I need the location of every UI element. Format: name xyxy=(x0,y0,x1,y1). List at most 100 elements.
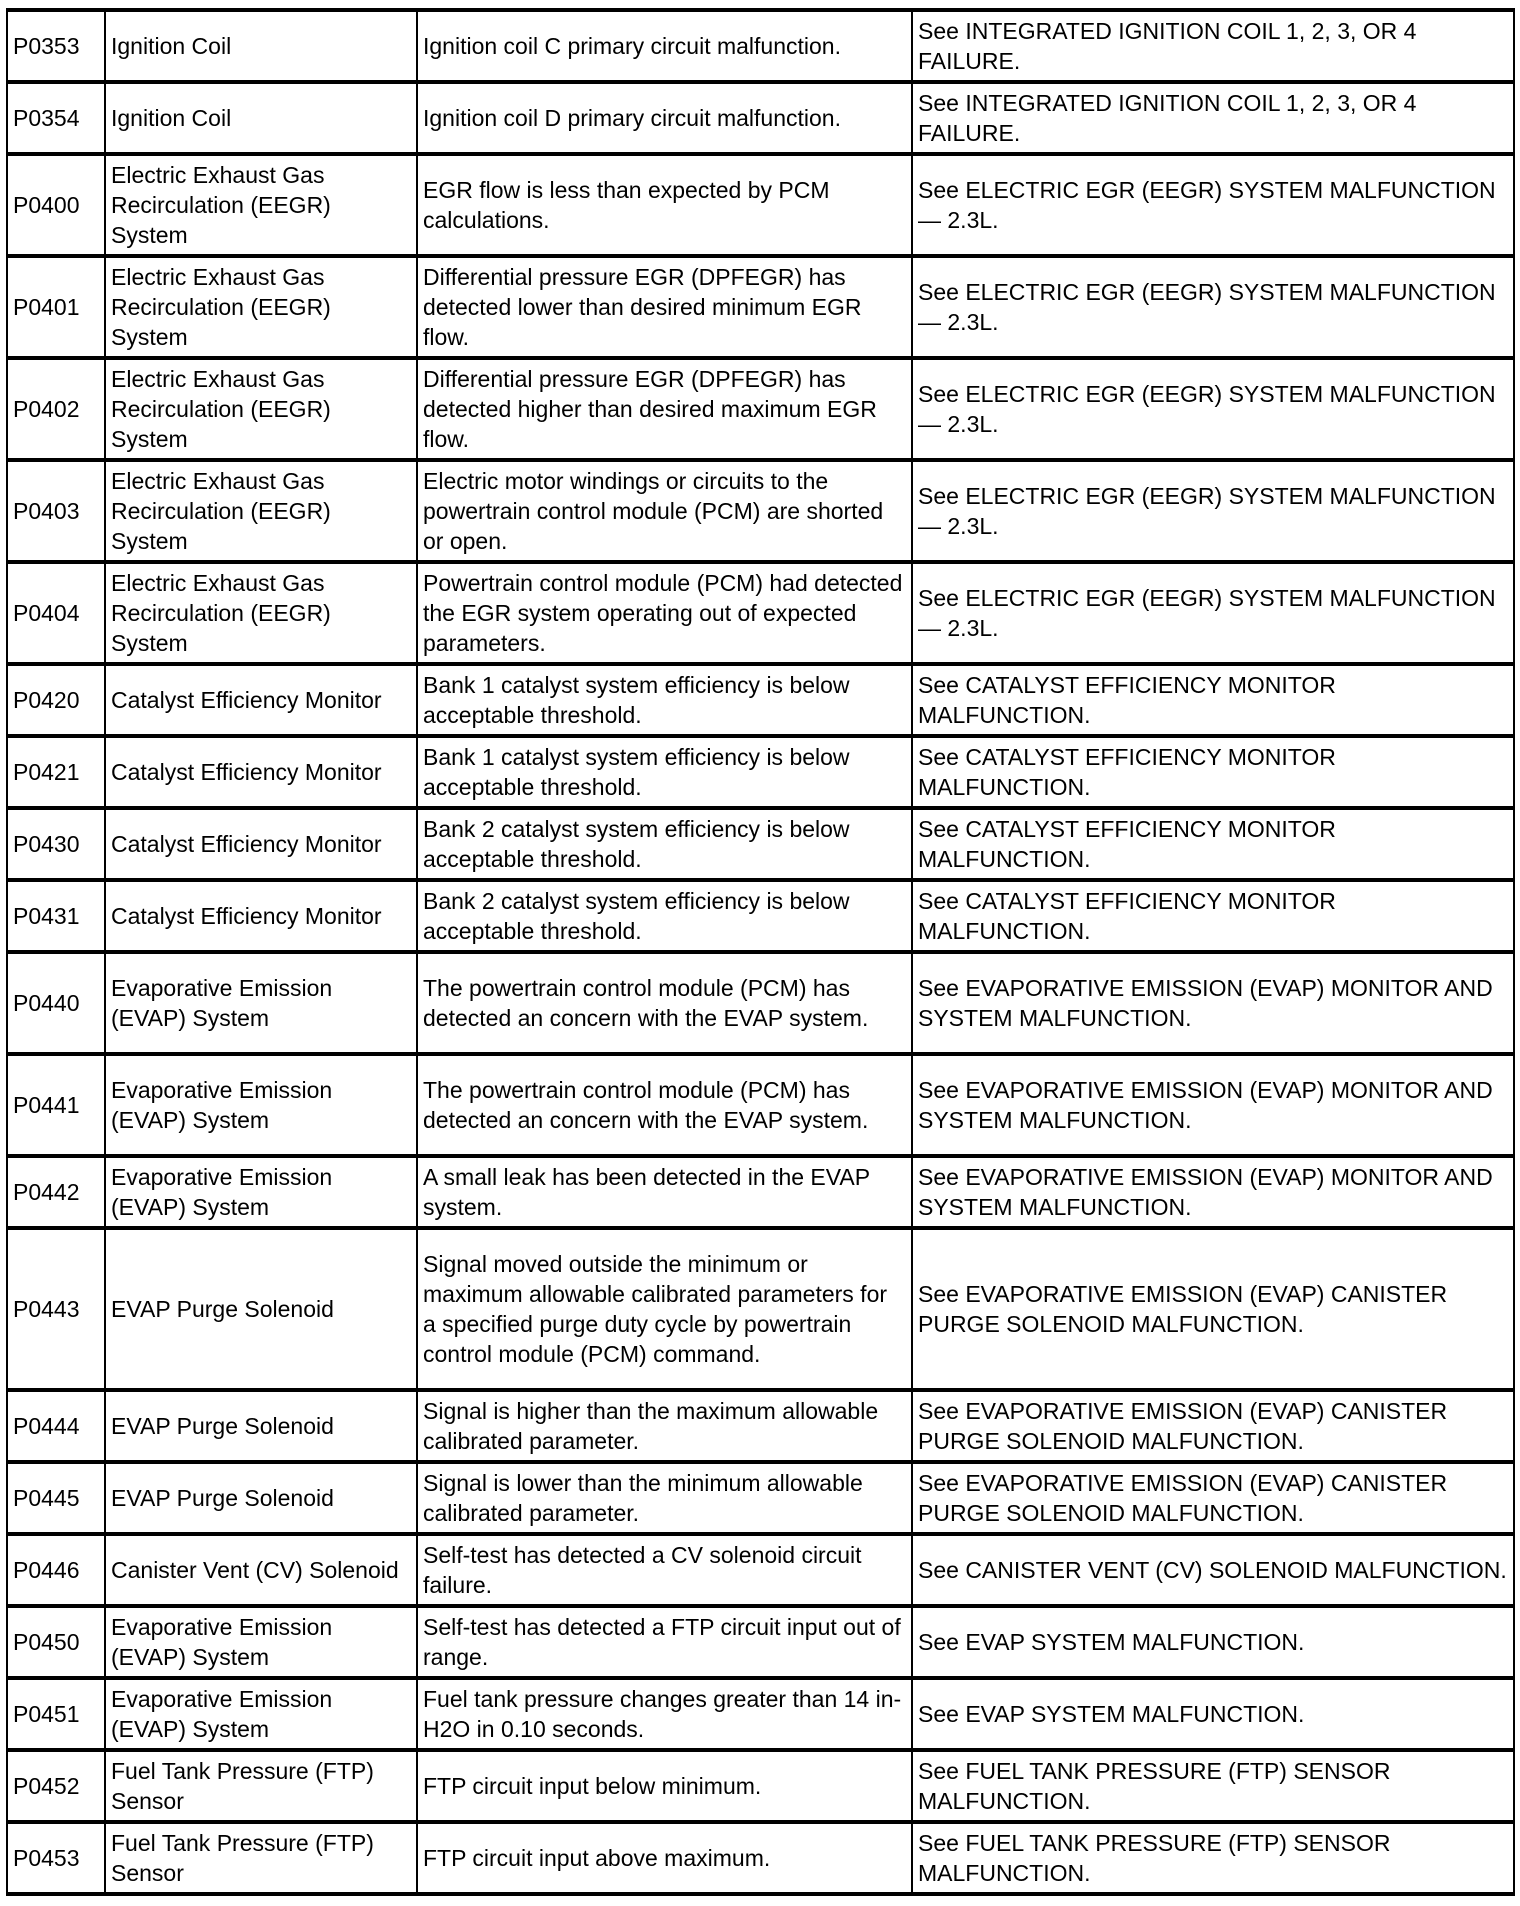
action-cell: See EVAPORATIVE EMISSION (EVAP) CANISTER… xyxy=(911,1226,1515,1392)
table-row: P0403 Electric Exhaust Gas Recirculation … xyxy=(6,458,1515,564)
description-cell: Bank 1 catalyst system efficiency is bel… xyxy=(416,662,913,738)
system-cell: Evaporative Emission (EVAP) System xyxy=(104,1154,418,1230)
system-cell: Catalyst Efficiency Monitor xyxy=(104,662,418,738)
dtc-code-cell: P0446 xyxy=(6,1532,106,1608)
system-cell: Ignition Coil xyxy=(104,8,418,84)
table-row: P0430 Catalyst Efficiency Monitor Bank 2 c… xyxy=(6,806,1515,882)
table-row: P0401 Electric Exhaust Gas Recirculation … xyxy=(6,254,1515,360)
dtc-code-cell: P0452 xyxy=(6,1748,106,1824)
action-cell: See CANISTER VENT (CV) SOLENOID MALFUNCT… xyxy=(911,1532,1515,1608)
dtc-code-cell: P0440 xyxy=(6,950,106,1056)
dtc-code-cell: P0443 xyxy=(6,1226,106,1392)
system-cell: Evaporative Emission (EVAP) System xyxy=(104,1604,418,1680)
action-cell: See ELECTRIC EGR (EEGR) SYSTEM MALFUNCTI… xyxy=(911,560,1515,666)
action-cell: See EVAPORATIVE EMISSION (EVAP) CANISTER… xyxy=(911,1388,1515,1464)
system-cell: Catalyst Efficiency Monitor xyxy=(104,878,418,954)
system-cell: Evaporative Emission (EVAP) System xyxy=(104,950,418,1056)
action-cell: See EVAPORATIVE EMISSION (EVAP) MONITOR … xyxy=(911,950,1515,1056)
description-cell: Differential pressure EGR (DPFEGR) has d… xyxy=(416,254,913,360)
table-row: P0446 Canister Vent (CV) Solenoid Self-tes… xyxy=(6,1532,1515,1608)
table-row: P0450 Evaporative Emission (EVAP) System S… xyxy=(6,1604,1515,1680)
table-row: P0441 Evaporative Emission (EVAP) System T… xyxy=(6,1052,1515,1158)
action-cell: See EVAP SYSTEM MALFUNCTION. xyxy=(911,1604,1515,1680)
system-cell: Electric Exhaust Gas Recirculation (EEGR… xyxy=(104,560,418,666)
action-cell: See ELECTRIC EGR (EEGR) SYSTEM MALFUNCTI… xyxy=(911,152,1515,258)
dtc-code-cell: P0421 xyxy=(6,734,106,810)
action-cell: See FUEL TANK PRESSURE (FTP) SENSOR MALF… xyxy=(911,1820,1515,1896)
system-cell: Electric Exhaust Gas Recirculation (EEGR… xyxy=(104,254,418,360)
action-cell: See CATALYST EFFICIENCY MONITOR MALFUNCT… xyxy=(911,734,1515,810)
system-cell: Electric Exhaust Gas Recirculation (EEGR… xyxy=(104,356,418,462)
description-cell: Fuel tank pressure changes greater than … xyxy=(416,1676,913,1752)
dtc-code-cell: P0353 xyxy=(6,8,106,84)
description-cell: Powertrain control module (PCM) had dete… xyxy=(416,560,913,666)
table-row: P0445 EVAP Purge Solenoid Signal is lower … xyxy=(6,1460,1515,1536)
table-row: P0420 Catalyst Efficiency Monitor Bank 1 c… xyxy=(6,662,1515,738)
dtc-code-cell: P0442 xyxy=(6,1154,106,1230)
description-cell: FTP circuit input below minimum. xyxy=(416,1748,913,1824)
table-row: P0444 EVAP Purge Solenoid Signal is higher… xyxy=(6,1388,1515,1464)
description-cell: Self-test has detected a CV solenoid cir… xyxy=(416,1532,913,1608)
description-cell: Ignition coil C primary circuit malfunct… xyxy=(416,8,913,84)
description-cell: FTP circuit input above maximum. xyxy=(416,1820,913,1896)
description-cell: Differential pressure EGR (DPFEGR) has d… xyxy=(416,356,913,462)
system-cell: EVAP Purge Solenoid xyxy=(104,1460,418,1536)
action-cell: See ELECTRIC EGR (EEGR) SYSTEM MALFUNCTI… xyxy=(911,254,1515,360)
description-cell: Signal is higher than the maximum allowa… xyxy=(416,1388,913,1464)
table-row: P0404 Electric Exhaust Gas Recirculation … xyxy=(6,560,1515,666)
table-row: P0451 Evaporative Emission (EVAP) System F… xyxy=(6,1676,1515,1752)
description-cell: Signal moved outside the minimum or maxi… xyxy=(416,1226,913,1392)
dtc-code-cell: P0445 xyxy=(6,1460,106,1536)
action-cell: See ELECTRIC EGR (EEGR) SYSTEM MALFUNCTI… xyxy=(911,458,1515,564)
system-cell: Catalyst Efficiency Monitor xyxy=(104,806,418,882)
dtc-table-body: P0353 Ignition Coil Ignition coil C primar… xyxy=(6,8,1515,1896)
system-cell: Canister Vent (CV) Solenoid xyxy=(104,1532,418,1608)
dtc-code-cell: P0453 xyxy=(6,1820,106,1896)
description-cell: Signal is lower than the minimum allowab… xyxy=(416,1460,913,1536)
dtc-code-cell: P0431 xyxy=(6,878,106,954)
table-row: P0431 Catalyst Efficiency Monitor Bank 2 c… xyxy=(6,878,1515,954)
action-cell: See EVAPORATIVE EMISSION (EVAP) CANISTER… xyxy=(911,1460,1515,1536)
system-cell: Fuel Tank Pressure (FTP) Sensor xyxy=(104,1748,418,1824)
action-cell: See FUEL TANK PRESSURE (FTP) SENSOR MALF… xyxy=(911,1748,1515,1824)
action-cell: See CATALYST EFFICIENCY MONITOR MALFUNCT… xyxy=(911,662,1515,738)
dtc-code-cell: P0444 xyxy=(6,1388,106,1464)
system-cell: Electric Exhaust Gas Recirculation (EEGR… xyxy=(104,152,418,258)
dtc-code-cell: P0450 xyxy=(6,1604,106,1680)
dtc-table: P0353 Ignition Coil Ignition coil C primar… xyxy=(6,8,1515,1896)
table-row: P0453 Fuel Tank Pressure (FTP) Sensor FTP … xyxy=(6,1820,1515,1896)
description-cell: EGR flow is less than expected by PCM ca… xyxy=(416,152,913,258)
table-row: P0402 Electric Exhaust Gas Recirculation … xyxy=(6,356,1515,462)
system-cell: Catalyst Efficiency Monitor xyxy=(104,734,418,810)
system-cell: Evaporative Emission (EVAP) System xyxy=(104,1052,418,1158)
table-row: P0440 Evaporative Emission (EVAP) System T… xyxy=(6,950,1515,1056)
table-row: P0400 Electric Exhaust Gas Recirculation … xyxy=(6,152,1515,258)
description-cell: The powertrain control module (PCM) has … xyxy=(416,950,913,1056)
table-row: P0354 Ignition Coil Ignition coil D primar… xyxy=(6,80,1515,156)
system-cell: Ignition Coil xyxy=(104,80,418,156)
system-cell: Electric Exhaust Gas Recirculation (EEGR… xyxy=(104,458,418,564)
system-cell: Evaporative Emission (EVAP) System xyxy=(104,1676,418,1752)
dtc-code-cell: P0401 xyxy=(6,254,106,360)
action-cell: See EVAPORATIVE EMISSION (EVAP) MONITOR … xyxy=(911,1052,1515,1158)
description-cell: Bank 1 catalyst system efficiency is bel… xyxy=(416,734,913,810)
system-cell: Fuel Tank Pressure (FTP) Sensor xyxy=(104,1820,418,1896)
description-cell: Ignition coil D primary circuit malfunct… xyxy=(416,80,913,156)
dtc-code-cell: P0402 xyxy=(6,356,106,462)
system-cell: EVAP Purge Solenoid xyxy=(104,1226,418,1392)
action-cell: See INTEGRATED IGNITION COIL 1, 2, 3, OR… xyxy=(911,80,1515,156)
dtc-code-cell: P0354 xyxy=(6,80,106,156)
action-cell: See INTEGRATED IGNITION COIL 1, 2, 3, OR… xyxy=(911,8,1515,84)
dtc-code-cell: P0420 xyxy=(6,662,106,738)
dtc-code-cell: P0441 xyxy=(6,1052,106,1158)
action-cell: See CATALYST EFFICIENCY MONITOR MALFUNCT… xyxy=(911,806,1515,882)
description-cell: The powertrain control module (PCM) has … xyxy=(416,1052,913,1158)
dtc-code-cell: P0403 xyxy=(6,458,106,564)
action-cell: See ELECTRIC EGR (EEGR) SYSTEM MALFUNCTI… xyxy=(911,356,1515,462)
table-row: P0421 Catalyst Efficiency Monitor Bank 1 c… xyxy=(6,734,1515,810)
table-row: P0442 Evaporative Emission (EVAP) System A… xyxy=(6,1154,1515,1230)
dtc-code-cell: P0404 xyxy=(6,560,106,666)
description-cell: A small leak has been detected in the EV… xyxy=(416,1154,913,1230)
dtc-code-cell: P0430 xyxy=(6,806,106,882)
description-cell: Bank 2 catalyst system efficiency is bel… xyxy=(416,806,913,882)
